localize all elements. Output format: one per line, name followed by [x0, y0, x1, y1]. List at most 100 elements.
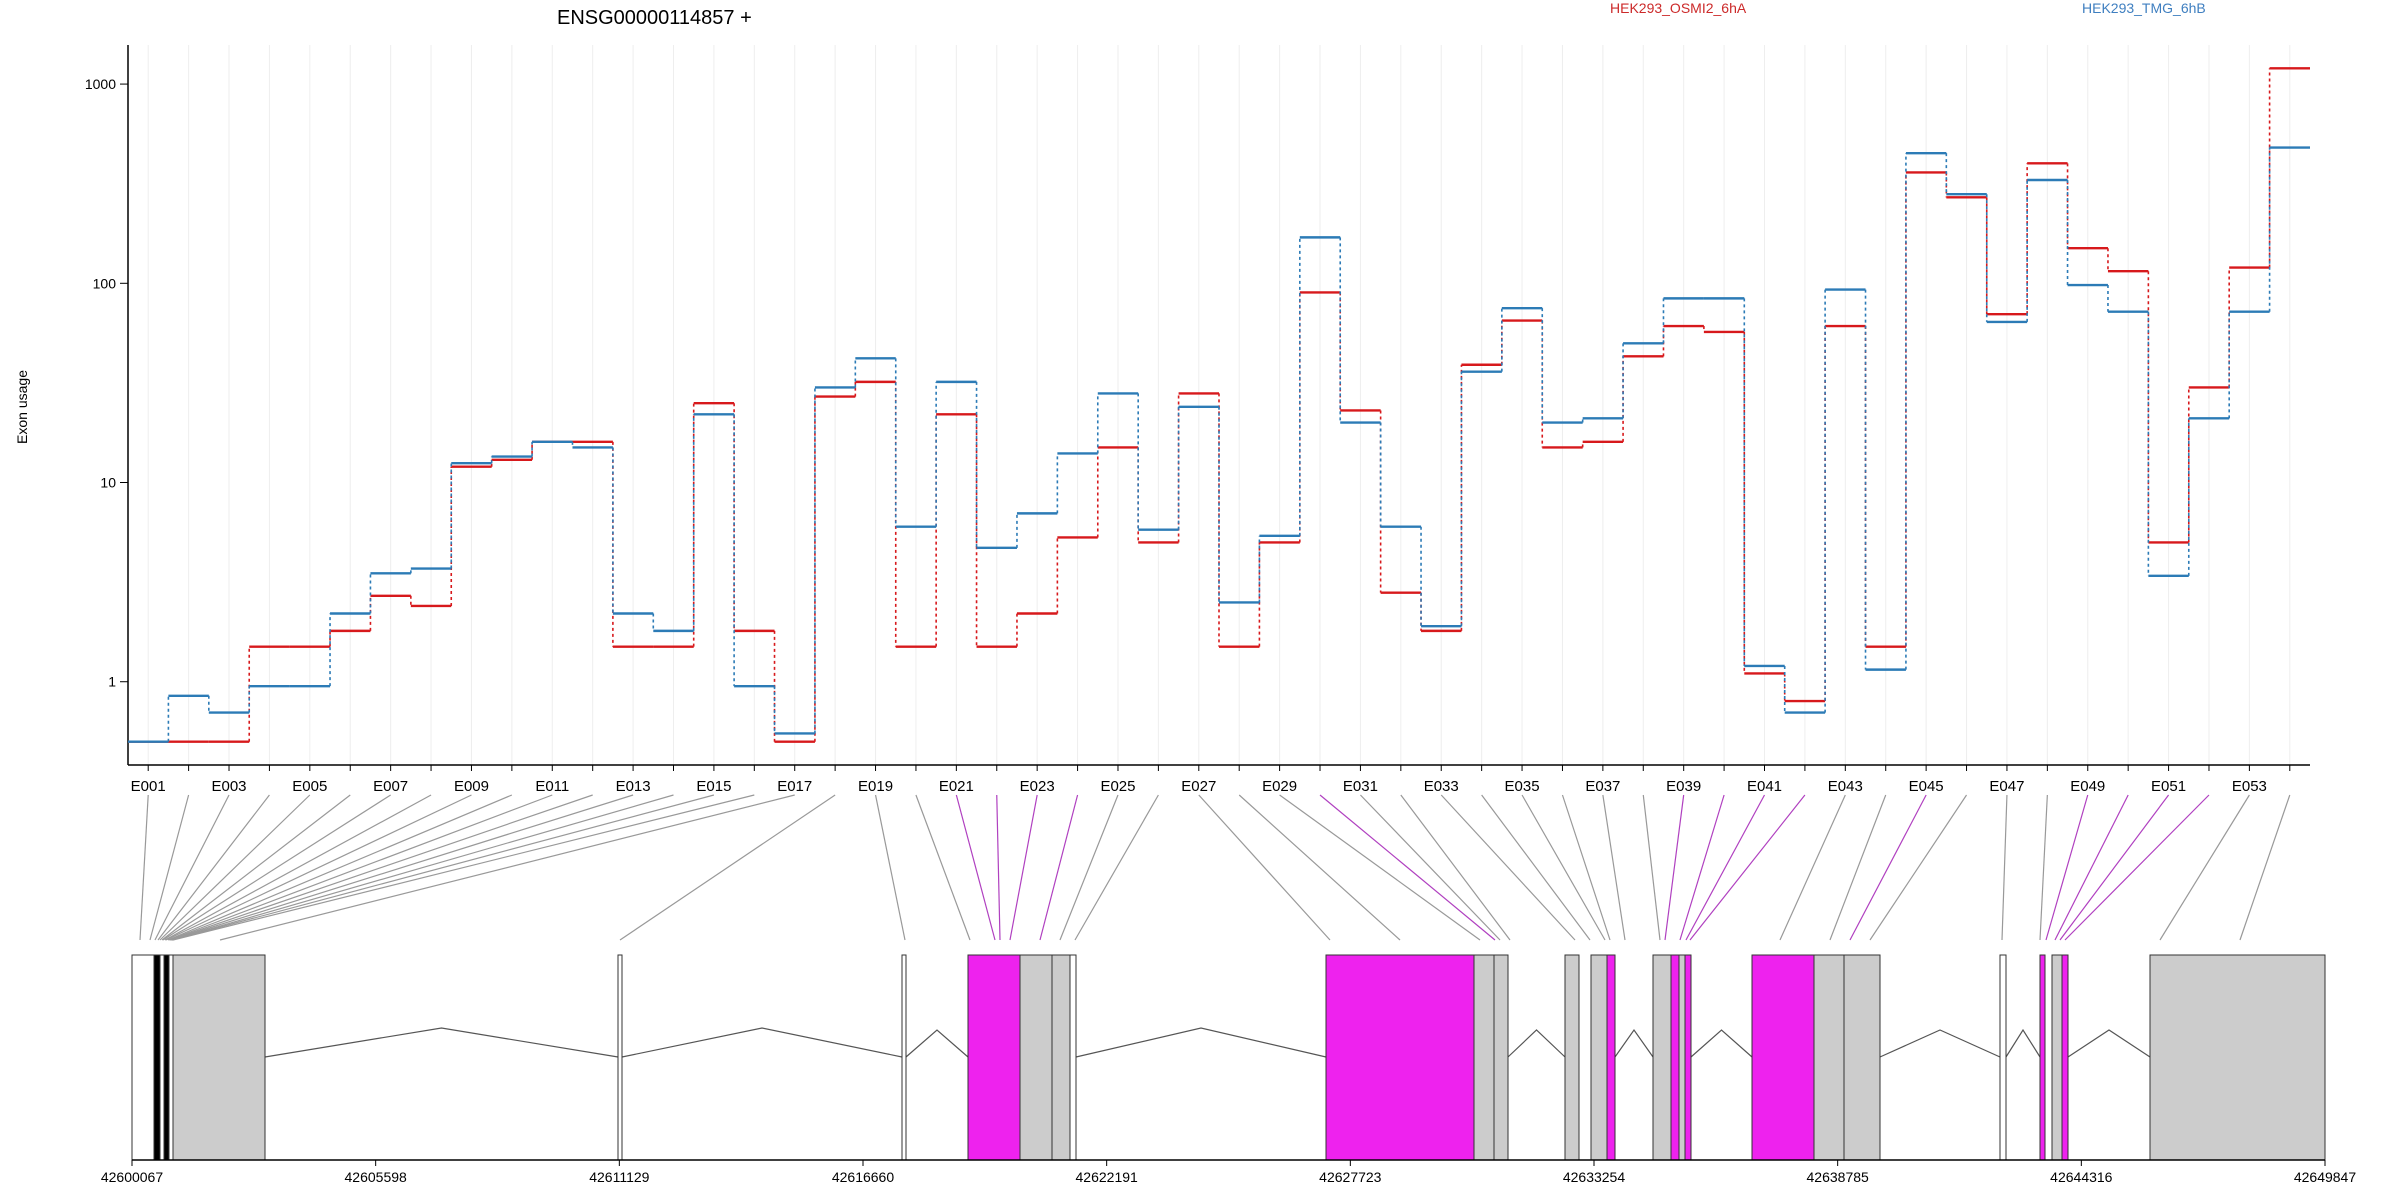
exon-connector [1664, 794, 1685, 941]
exon-connector [1009, 794, 1038, 941]
x-tick-label: E005 [292, 778, 327, 795]
exon-connector [2045, 794, 2089, 941]
exon-connector [2001, 794, 2008, 941]
intron-line [905, 1029, 969, 1058]
exon-block [901, 954, 907, 1161]
exon-connector [2039, 794, 2048, 941]
exon-connector [1642, 794, 1661, 941]
coordinate-label: 42638785 [1807, 1169, 1870, 1185]
exon-connector [1689, 794, 1806, 941]
exon-connector [996, 794, 1001, 941]
x-tick-label: E035 [1505, 778, 1540, 795]
exon-block [1751, 954, 1815, 1161]
legend-series-a: HEK293_OSMI2_6hA [1610, 0, 1747, 16]
legend-series-b: HEK293_TMG_6hB [2082, 0, 2206, 16]
exon-connector [1779, 794, 1846, 941]
exon-connector [169, 794, 593, 941]
exon-block [1999, 954, 2007, 1161]
exon-connector [1685, 794, 1766, 941]
exon-connector [1400, 794, 1511, 941]
exon-connector [2059, 794, 2170, 941]
exon-block [1493, 954, 1509, 1161]
exon-connector [915, 794, 971, 941]
exon-connector [167, 794, 513, 941]
exon-connector [874, 794, 906, 941]
x-tick-label: E021 [939, 778, 974, 795]
x-axis-ticks: E001 E003 E005 E007 E009 E011 E013 E015 E017 E019… [131, 765, 2291, 795]
x-tick-label: E039 [1666, 778, 1701, 795]
exon-block [1051, 954, 1071, 1161]
exon-connector [154, 794, 230, 941]
exon-block [1652, 954, 1672, 1161]
x-tick-label: E017 [777, 778, 812, 795]
x-tick-label: E015 [696, 778, 731, 795]
exon-block [1684, 954, 1692, 1161]
exon-connector [1829, 794, 1887, 941]
exon-block [617, 954, 623, 1161]
y-tick-label: 1000 [85, 76, 116, 92]
exon-connector [1561, 794, 1611, 941]
x-tick-label: E023 [1020, 778, 1055, 795]
exon-block [1843, 954, 1881, 1161]
exon-connector [1198, 794, 1331, 941]
exon-connector [1521, 794, 1606, 941]
exon-block [1069, 954, 1077, 1161]
coordinate-label: 42600067 [101, 1169, 164, 1185]
exon-connector [1039, 794, 1079, 941]
gene-model-track [131, 954, 2326, 1161]
x-tick-label: E043 [1828, 778, 1863, 795]
exon-connector [619, 794, 836, 941]
exon-connector [2054, 794, 2129, 941]
exon-connector [1074, 794, 1159, 941]
x-tick-label: E045 [1909, 778, 1944, 795]
exon-connector [168, 794, 553, 941]
y-axis-label: Exon usage [14, 370, 30, 444]
x-tick-label: E047 [1989, 778, 2024, 795]
exon-connector [1849, 794, 1927, 941]
exon-connector [1679, 794, 1725, 941]
exon-connector [2159, 794, 2250, 941]
exon-block [967, 954, 1021, 1161]
exon-block [1606, 954, 1616, 1161]
exon-block [163, 954, 170, 1161]
exon-block [1670, 954, 1680, 1161]
exon-connector [1602, 794, 1626, 941]
exon-connector [1359, 794, 1501, 941]
intron-line [1075, 1027, 1327, 1058]
x-tick-label: E013 [616, 778, 651, 795]
exon-connector [172, 794, 755, 941]
exon-block [1019, 954, 1053, 1161]
y-tick-label: 1 [108, 674, 116, 690]
exon-connector [1869, 794, 1968, 941]
x-tick-label: E001 [131, 778, 166, 795]
exon-connector [955, 794, 996, 941]
exon-connector [171, 794, 715, 941]
exon-connector [1059, 794, 1119, 941]
exon-block [153, 954, 161, 1161]
grid-lines [147, 45, 2291, 765]
coordinate-label: 42644316 [2050, 1169, 2113, 1185]
exon-block [2051, 954, 2063, 1161]
x-tick-label: E019 [858, 778, 893, 795]
x-tick-label: E037 [1585, 778, 1620, 795]
x-tick-label: E025 [1100, 778, 1135, 795]
exon-connector [164, 794, 432, 941]
exon-connector [171, 794, 674, 941]
exon-block [2149, 954, 2326, 1161]
x-tick-label: E009 [454, 778, 489, 795]
series-osmi2-line [128, 67, 2310, 743]
intron-line [1614, 1028, 1654, 1058]
x-tick-label: E041 [1747, 778, 1782, 795]
exon-connector [162, 794, 391, 941]
coordinate-label: 42649847 [2294, 1169, 2357, 1185]
exon-block [2061, 954, 2069, 1161]
exon-connector [1238, 794, 1401, 941]
exon-connector [1319, 794, 1496, 941]
exon-block [159, 954, 165, 1161]
exon-connector [161, 794, 351, 941]
x-tick-label: E007 [373, 778, 408, 795]
chart-title: ENSG00000114857 + [557, 7, 752, 29]
exon-connector [2239, 794, 2291, 941]
intron-line [264, 1027, 619, 1058]
